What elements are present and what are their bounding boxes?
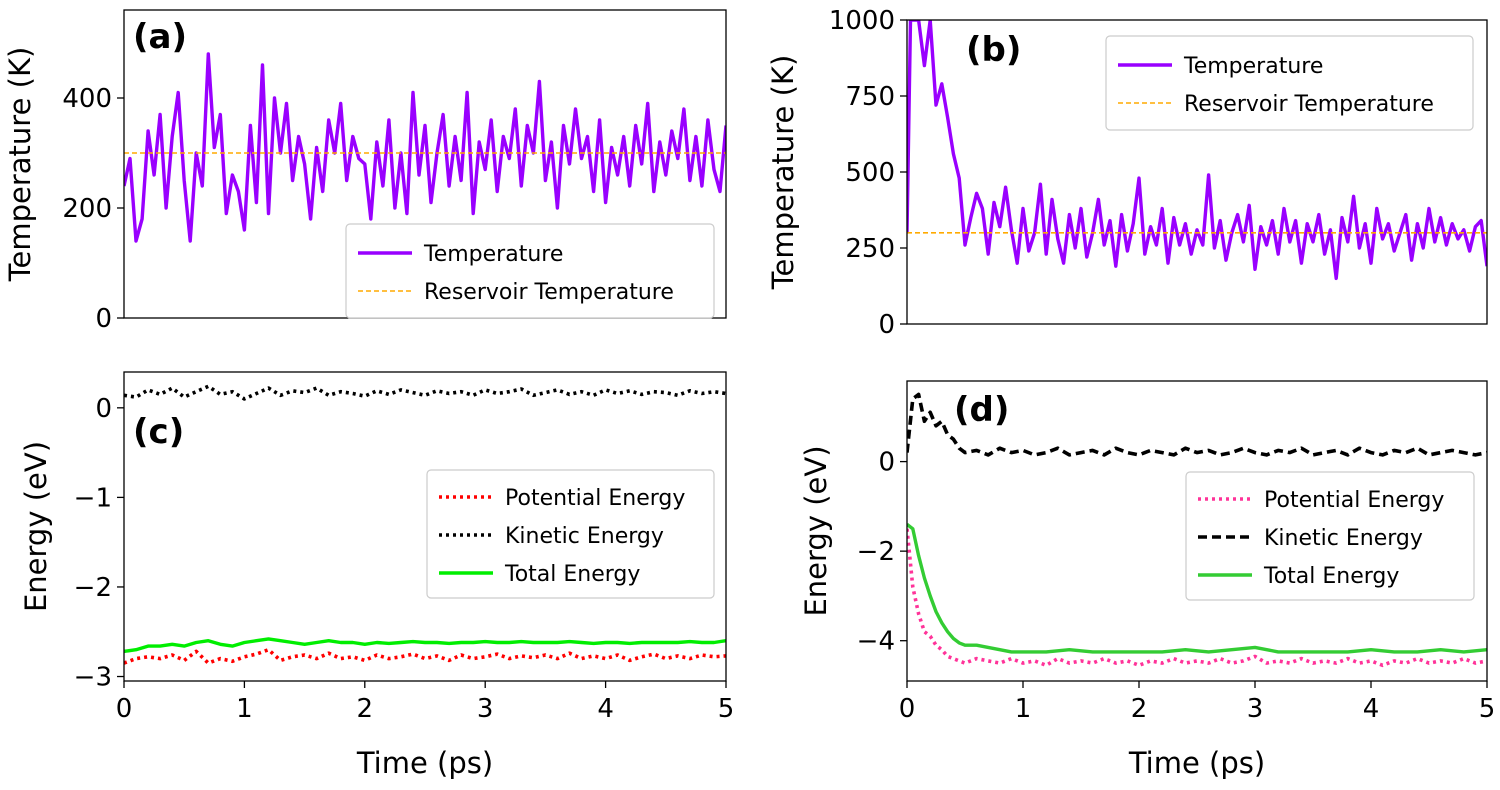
legend-box xyxy=(1185,471,1475,601)
series-line-total-energy xyxy=(124,637,726,654)
x-tick-label: 5 xyxy=(1479,694,1496,724)
x-tick-label: 4 xyxy=(597,694,614,724)
legend-entry: Temperature xyxy=(1183,54,1323,79)
y-tick-label: 0 xyxy=(95,394,112,424)
x-tick-label: 2 xyxy=(1131,694,1148,724)
legend-entry: Kinetic Energy xyxy=(1264,526,1423,551)
legend-entry: Reservoir Temperature xyxy=(1184,92,1434,117)
y-tick-label: 400 xyxy=(62,84,112,114)
legend-entry: Kinetic Energy xyxy=(505,524,664,549)
y-tick-label: −3 xyxy=(74,663,112,693)
panel-label: (b) xyxy=(966,30,1021,70)
y-axis-label: Temperature (K) xyxy=(766,55,800,291)
series-group xyxy=(124,52,726,243)
legend: Temperature Reservoir Temperature xyxy=(1105,35,1474,131)
y-tick-label: 0 xyxy=(95,304,112,334)
series-line-potential-energy xyxy=(907,528,1487,668)
series-line-temperature xyxy=(907,20,1487,281)
y-tick-label: −2 xyxy=(857,537,895,567)
legend-entry: Potential Energy xyxy=(505,486,685,511)
x-tick-label: 1 xyxy=(1015,694,1032,724)
series-group xyxy=(907,20,1487,281)
panel-label: (d) xyxy=(954,390,1009,430)
series-line-total-energy xyxy=(907,522,1487,654)
y-axis-label: Energy (eV) xyxy=(799,445,833,616)
legend-entry: Reservoir Temperature xyxy=(424,280,674,305)
legend-entry: Temperature xyxy=(423,242,563,267)
legend-entry: Potential Energy xyxy=(1264,488,1444,513)
y-tick-label: 1000 xyxy=(829,6,895,36)
x-tick-label: 5 xyxy=(718,694,735,724)
legend-box xyxy=(426,469,715,599)
legend-entry: Total Energy xyxy=(504,562,640,587)
x-tick-label: 1 xyxy=(236,694,253,724)
series-line-kinetic-energy xyxy=(124,384,726,401)
panel-label: (a) xyxy=(133,17,187,57)
x-tick-label: 4 xyxy=(1363,694,1380,724)
y-tick-label: −4 xyxy=(857,627,895,657)
series-line-temperature xyxy=(124,52,726,243)
y-tick-label: 0 xyxy=(878,448,895,478)
legend-box xyxy=(1105,35,1474,131)
panel-label: (c) xyxy=(133,412,184,452)
y-tick-label: 250 xyxy=(845,234,895,264)
chart-panel-2: 0 250 500 750 1000 Temperature (K) (b) Temperat… xyxy=(766,6,1488,340)
series-group xyxy=(124,384,726,665)
chart-panel-4: −4 −2 0 0 1 2 3 4 5 Energy (eV) Time (ps) (d) Potent… xyxy=(799,380,1496,780)
x-axis-label: Time (ps) xyxy=(1128,746,1265,780)
series-group xyxy=(907,392,1487,668)
plot-frame xyxy=(906,380,1488,682)
y-tick-label: −2 xyxy=(74,573,112,603)
legend-box xyxy=(345,223,715,319)
plot-frame xyxy=(123,371,727,682)
y-tick-label: 0 xyxy=(878,310,895,340)
y-tick-label: 200 xyxy=(62,194,112,224)
y-tick-label: 500 xyxy=(845,158,895,188)
y-tick-label: −1 xyxy=(74,483,112,513)
y-tick-label: 750 xyxy=(845,82,895,112)
series-line-potential-energy xyxy=(124,647,726,665)
x-tick-label: 2 xyxy=(357,694,374,724)
y-axis-label: Energy (eV) xyxy=(19,441,53,612)
x-tick-label: 3 xyxy=(477,694,494,724)
chart-panel-1: 0 200 400 Temperature (K) (a) Temperature Rese… xyxy=(3,9,727,334)
chart-panel-3: −3 −2 −1 0 0 1 2 3 4 5 Energy (eV) Time (ps) (c) Pote… xyxy=(19,371,735,780)
legend-entry: Total Energy xyxy=(1263,564,1399,589)
x-tick-label: 0 xyxy=(899,694,916,724)
x-tick-label: 3 xyxy=(1247,694,1264,724)
legend: Potential Energy Kinetic Energy Total Ener… xyxy=(1185,471,1475,601)
x-tick-label: 0 xyxy=(116,694,133,724)
legend: Temperature Reservoir Temperature xyxy=(345,223,715,319)
y-axis-label: Temperature (K) xyxy=(3,47,37,283)
legend: Potential Energy Kinetic Energy Total Ener… xyxy=(426,469,715,599)
series-line-kinetic-energy xyxy=(907,392,1487,457)
x-axis-label: Time (ps) xyxy=(356,746,493,780)
